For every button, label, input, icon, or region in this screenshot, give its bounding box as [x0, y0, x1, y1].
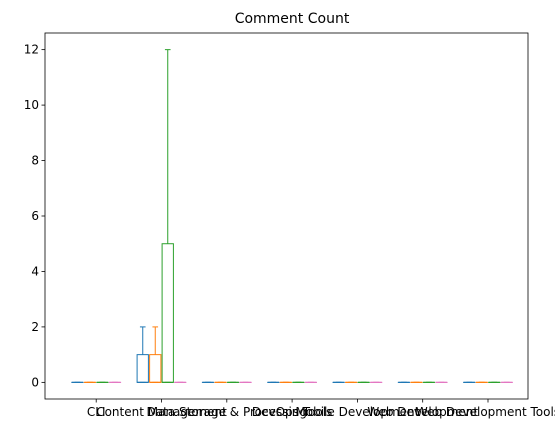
- x-tick-label-6: Web Development Tools: [416, 405, 555, 419]
- box-cat1-s2: [162, 244, 173, 383]
- y-tick-label-1: 2: [31, 320, 39, 334]
- axes-frame: [45, 33, 528, 399]
- y-tick-label-2: 4: [31, 264, 39, 278]
- y-tick-label-6: 12: [24, 43, 39, 57]
- y-tick-label-4: 8: [31, 154, 39, 168]
- box-cat1-s1: [150, 355, 161, 383]
- y-tick-label-5: 10: [24, 98, 39, 112]
- chart-title: Comment Count: [235, 11, 350, 27]
- box-cat1-s0: [137, 355, 148, 383]
- y-tick-label-3: 6: [31, 209, 39, 223]
- y-tick-label-0: 0: [31, 375, 39, 389]
